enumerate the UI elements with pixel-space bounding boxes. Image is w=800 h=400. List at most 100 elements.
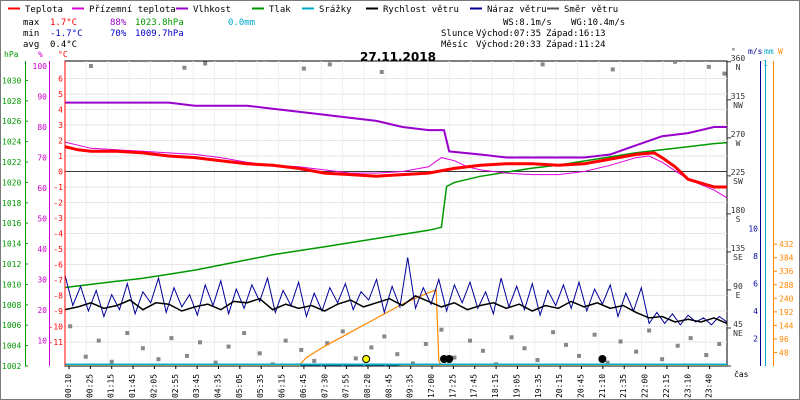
plot-area bbox=[64, 60, 728, 367]
wind-direction-point bbox=[340, 329, 345, 334]
temp-tick-label: -1 bbox=[53, 183, 63, 192]
wind-direction-point bbox=[213, 360, 218, 365]
info-sun-label: Slunce bbox=[441, 29, 474, 39]
grid bbox=[65, 61, 727, 366]
stat-min-label: min bbox=[23, 29, 39, 39]
wind-direction-point bbox=[182, 65, 187, 70]
legend: Teplota Přízemní teplota Vlhkost Tlak Srážky… bbox=[8, 5, 618, 15]
temp-tick-label: -3 bbox=[53, 214, 63, 223]
legend-label: Rychlost větru bbox=[383, 5, 459, 15]
hpa-tick-label: 1024 bbox=[2, 138, 21, 147]
temp-tick-label: -2 bbox=[53, 199, 63, 208]
hpa-tick-label: 1018 bbox=[2, 199, 21, 208]
time-tick-label: 05:05 bbox=[235, 374, 244, 398]
time-tick-label: 01:45 bbox=[128, 374, 137, 398]
series-layer bbox=[65, 61, 727, 366]
dir-tick-label: 45 bbox=[733, 320, 743, 329]
temp-tick-label: 5 bbox=[58, 90, 63, 99]
temp-tick-label: -6 bbox=[53, 261, 63, 270]
wind-direction-point bbox=[197, 340, 202, 345]
dir-tick-label: 360 bbox=[731, 54, 746, 63]
wind-direction-point bbox=[283, 338, 288, 343]
pct-tick-label: 10 bbox=[37, 337, 47, 346]
time-tick-label: 18:15 bbox=[491, 374, 500, 398]
wind-direction-point bbox=[634, 349, 639, 354]
dir-tick-name: E bbox=[736, 291, 741, 300]
stats-block: max 1.7°C 88% 1023.8hPa 0.0mm min -1.7°C… bbox=[23, 18, 255, 50]
temp-tick-label: 3 bbox=[58, 121, 63, 130]
wind-direction-point bbox=[522, 346, 527, 351]
info-moonrise: Východ:20:33 bbox=[476, 40, 541, 50]
pct-tick-label: 60 bbox=[37, 184, 47, 193]
temp-tick-label: -11 bbox=[49, 338, 64, 347]
w-tick-label: 384 bbox=[779, 254, 794, 263]
hpa-tick-label: 1004 bbox=[2, 342, 21, 351]
w-tick-label: 96 bbox=[779, 335, 789, 344]
pressure-series bbox=[65, 141, 727, 289]
axes: hPa1030102810261024102210201018101610141… bbox=[2, 47, 794, 398]
mm-tick-label: 1 bbox=[763, 59, 768, 68]
time-tick-label: 02:05 bbox=[149, 374, 158, 398]
wind-direction-point bbox=[143, 61, 148, 63]
hpa-tick-label: 1022 bbox=[2, 158, 21, 167]
dir-tick-label: 225 bbox=[731, 168, 746, 177]
time-tick-label: 20:15 bbox=[555, 374, 564, 398]
humidity-series bbox=[65, 101, 727, 159]
time-tick-label: 17:25 bbox=[448, 374, 457, 398]
wind-direction-point bbox=[109, 359, 114, 364]
ms-axis-label: m/s bbox=[748, 47, 763, 56]
solar-series bbox=[65, 289, 727, 366]
stat-min-temp: -1.7°C bbox=[50, 29, 83, 39]
temperature-series bbox=[65, 145, 727, 189]
legend-label: Teplota bbox=[25, 5, 63, 15]
time-tick-label: 08:20 bbox=[363, 374, 372, 398]
wind-direction-point bbox=[688, 336, 693, 341]
legend-label: Tlak bbox=[269, 5, 291, 15]
temp-tick-label: -4 bbox=[53, 230, 63, 239]
wind-direction-point bbox=[262, 61, 267, 62]
legend-label: Náraz větru bbox=[487, 5, 547, 15]
hpa-tick-label: 1028 bbox=[2, 97, 21, 106]
wind-gust-series bbox=[65, 257, 727, 326]
time-tick-label: 03:45 bbox=[192, 374, 201, 398]
w-tick-label: 48 bbox=[779, 348, 789, 357]
wind-direction-point bbox=[704, 353, 709, 358]
wind-direction-point bbox=[169, 336, 174, 341]
ms-tick-label: 2 bbox=[753, 335, 758, 344]
stat-min-press: 1009.7hPa bbox=[135, 29, 184, 39]
dir-tick-label: 180 bbox=[731, 206, 746, 215]
wind-direction-point bbox=[88, 64, 93, 69]
temp-tick-label: -7 bbox=[53, 276, 63, 285]
wind-direction-point bbox=[226, 344, 231, 349]
hpa-tick-label: 1014 bbox=[2, 240, 21, 249]
wind-direction-point bbox=[312, 358, 317, 363]
temp-tick-label: -10 bbox=[49, 323, 64, 332]
time-tick-label: 21:10 bbox=[598, 374, 607, 398]
sun-marker bbox=[445, 355, 454, 363]
stat-max-hum: 88% bbox=[110, 18, 127, 28]
dir-tick-name: W bbox=[736, 139, 741, 148]
w-tick-label: 288 bbox=[779, 281, 794, 290]
wind-direction-point bbox=[564, 342, 569, 347]
w-tick-label: 240 bbox=[779, 294, 794, 303]
dir-tick-name: SE bbox=[733, 253, 743, 262]
pct-tick-label: 90 bbox=[37, 93, 47, 102]
time-tick-label: 00:25 bbox=[85, 374, 94, 398]
pct-tick-label: 20 bbox=[37, 306, 47, 315]
deg-axis-label: ° bbox=[731, 47, 736, 56]
wind-direction-point bbox=[382, 334, 387, 339]
wind-direction-point bbox=[125, 331, 130, 336]
hpa-tick-label: 1020 bbox=[2, 178, 21, 187]
time-tick-label: 06:15 bbox=[278, 374, 287, 398]
wind-direction-point bbox=[257, 351, 262, 356]
wind-direction-point bbox=[660, 357, 665, 362]
time-tick-label: 19:35 bbox=[534, 374, 543, 398]
legend-label: Vlhkost bbox=[193, 5, 231, 15]
time-tick-label: 22:15 bbox=[662, 374, 671, 398]
wind-direction-point bbox=[618, 339, 623, 344]
wind-direction-point bbox=[673, 61, 678, 64]
wind-direction-point bbox=[423, 342, 428, 347]
time-tick-label: 19:05 bbox=[512, 374, 521, 398]
wind-direction-point bbox=[140, 346, 145, 351]
